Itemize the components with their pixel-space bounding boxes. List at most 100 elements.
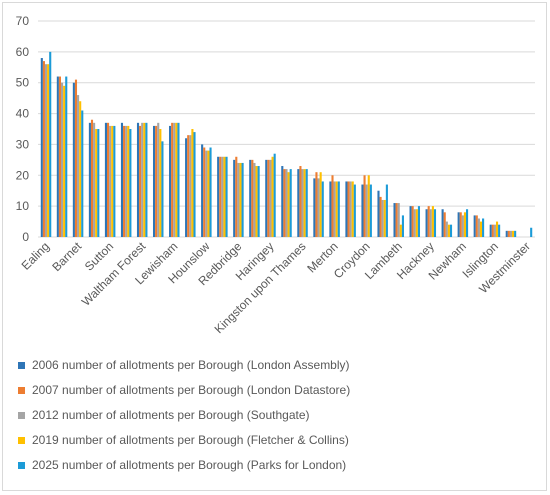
bar xyxy=(219,156,222,237)
bar xyxy=(79,101,82,237)
bar xyxy=(191,129,194,237)
bar xyxy=(379,196,382,237)
bar xyxy=(315,172,318,237)
bar xyxy=(257,166,260,237)
bar xyxy=(120,122,124,237)
y-tick-label: 40 xyxy=(16,107,30,121)
bar xyxy=(317,178,320,237)
bar xyxy=(253,162,256,237)
bar xyxy=(267,159,270,237)
bar xyxy=(514,230,517,237)
bar xyxy=(365,184,368,237)
bar xyxy=(443,212,446,237)
bar xyxy=(377,190,380,237)
bar xyxy=(337,181,340,237)
bar xyxy=(185,138,188,237)
bar xyxy=(447,224,450,237)
bar xyxy=(331,175,334,237)
y-tick-label: 60 xyxy=(16,45,30,59)
bar xyxy=(383,199,386,237)
bar xyxy=(361,184,364,237)
bar xyxy=(109,125,112,237)
y-tick-label: 70 xyxy=(16,14,30,28)
bar xyxy=(88,122,91,237)
bar xyxy=(255,166,258,237)
bar xyxy=(445,221,448,237)
bar xyxy=(401,215,404,237)
y-tick-label: 30 xyxy=(16,137,30,151)
bar xyxy=(203,147,206,237)
bar xyxy=(495,221,499,237)
bar xyxy=(381,199,384,237)
bar xyxy=(289,169,292,237)
bar xyxy=(136,122,140,237)
bar xyxy=(42,61,45,237)
bar xyxy=(466,209,469,237)
bar xyxy=(345,181,348,237)
bar xyxy=(313,178,316,237)
bar xyxy=(393,203,396,237)
bar xyxy=(152,125,156,237)
legend-label: 2025 number of allotments per Borough (P… xyxy=(32,458,347,472)
bar xyxy=(441,209,444,237)
chart-frame xyxy=(2,2,547,491)
bar xyxy=(321,181,324,237)
y-tick-label: 0 xyxy=(22,230,29,244)
bar xyxy=(223,156,226,237)
bar xyxy=(40,58,43,237)
bar xyxy=(363,175,366,237)
bar xyxy=(235,156,238,237)
bar xyxy=(397,203,400,237)
bar xyxy=(265,159,268,237)
legend-label: 2012 number of allotments per Borough (S… xyxy=(32,408,310,422)
bar xyxy=(349,181,352,237)
bar xyxy=(81,110,84,237)
bar xyxy=(329,181,332,237)
bar xyxy=(201,144,204,237)
bar xyxy=(97,129,100,237)
bar xyxy=(56,76,59,237)
bar xyxy=(299,166,302,237)
bar xyxy=(283,169,286,237)
legend-swatch xyxy=(18,437,25,444)
bar xyxy=(159,129,162,237)
bar xyxy=(111,125,114,237)
bar xyxy=(457,212,460,237)
bar xyxy=(449,224,453,237)
bar xyxy=(473,215,476,237)
legend-swatch xyxy=(18,387,25,394)
bar xyxy=(269,159,272,237)
bar xyxy=(417,206,421,237)
bar xyxy=(141,122,144,237)
bar xyxy=(145,122,148,237)
bar xyxy=(65,76,68,237)
bar xyxy=(463,212,466,237)
bar xyxy=(493,224,496,237)
bar xyxy=(507,230,510,237)
bar xyxy=(287,172,290,237)
legend-swatch xyxy=(18,462,25,469)
bar xyxy=(477,218,480,237)
bar xyxy=(239,162,242,237)
bar xyxy=(429,209,432,237)
bar xyxy=(233,159,236,237)
legend-label: 2019 number of allotments per Borough (F… xyxy=(32,433,349,447)
bar xyxy=(425,209,428,237)
bar xyxy=(123,125,126,237)
bar xyxy=(433,209,437,237)
bar xyxy=(207,150,210,237)
bar xyxy=(221,156,224,237)
bar xyxy=(385,184,388,237)
bar xyxy=(175,122,178,237)
bar-chart: 010203040506070EalingBarnetSuttonWaltham… xyxy=(16,14,535,336)
bar xyxy=(427,206,430,237)
bar xyxy=(107,122,110,237)
bar xyxy=(74,79,78,237)
bar xyxy=(58,76,61,237)
bar xyxy=(225,156,228,237)
bar xyxy=(189,135,192,237)
bar xyxy=(217,156,220,237)
bar xyxy=(415,209,418,237)
bar xyxy=(177,122,180,237)
bar xyxy=(113,125,116,237)
